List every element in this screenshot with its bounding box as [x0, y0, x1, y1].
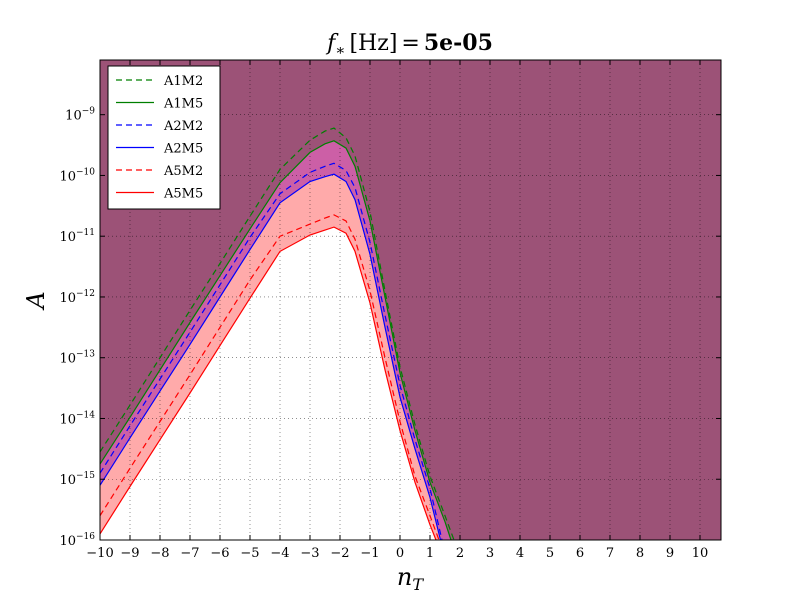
legend-label: A5M5 [163, 187, 203, 202]
x-tick-label: 8 [636, 546, 644, 561]
series-line-a5m2 [99, 214, 440, 541]
plot-frame [99, 59, 722, 541]
x-tick-label: 7 [606, 546, 614, 561]
series-line-a1m5 [99, 140, 452, 541]
series-lines [99, 127, 455, 541]
x-tick-label: −2 [330, 546, 349, 561]
x-tick-label: 4 [516, 546, 524, 561]
title-equals: = [401, 31, 419, 56]
y-axis-ticks: 10−16 10−15 10−14 10−13 10−12 10−11 10−10 10−9 [59, 107, 721, 549]
y-tick-label: 10−15 [59, 471, 95, 488]
chart-title: f∗ [Hz] = 5e-05 [325, 30, 493, 59]
legend: A1M2 A1M5 A2M2 A2M5 A5M2 A5M5 [107, 65, 221, 210]
x-axis-symbol: n [397, 563, 412, 591]
x-tick-label: −10 [86, 546, 113, 561]
series-line-a5m5 [99, 226, 437, 541]
x-axis-ticks: −10 −9 −8 −7 −6 −5 −4 −3 −2 −1 0 1 2 3 4 5 6 7 8 9 10 [86, 60, 708, 561]
series-line-a2m2 [99, 162, 443, 541]
x-tick-label: 0 [396, 546, 404, 561]
x-tick-label: 1 [426, 546, 434, 561]
x-axis-subscript: T [412, 575, 424, 594]
x-tick-label: 3 [486, 546, 494, 561]
series-line-a2m5 [99, 173, 442, 541]
plot-area [99, 59, 722, 541]
x-tick-label: 5 [546, 546, 554, 561]
y-axis-label: A [22, 291, 50, 310]
title-unit: [Hz] [349, 31, 397, 56]
y-tick-label: 10−9 [65, 107, 95, 124]
y-tick-label: 10−11 [59, 228, 95, 245]
title-subscript: ∗ [335, 41, 345, 59]
x-tick-label: −6 [210, 546, 229, 561]
legend-label: A5M2 [163, 164, 203, 179]
y-tick-label: 10−14 [59, 410, 95, 427]
x-tick-label: 6 [576, 546, 584, 561]
legend-label: A1M5 [163, 97, 203, 112]
y-tick-label: 10−10 [59, 167, 95, 184]
x-tick-label: −1 [360, 546, 379, 561]
legend-label: A1M2 [163, 74, 203, 89]
legend-label: A2M2 [163, 119, 203, 134]
title-value: 5e-05 [424, 30, 493, 56]
x-tick-label: −3 [300, 546, 319, 561]
x-tick-label: 9 [666, 546, 674, 561]
x-axis-label: nT [397, 563, 424, 594]
legend-label: A2M5 [163, 142, 203, 157]
allowed-region [100, 227, 436, 540]
x-tick-label: −9 [120, 546, 139, 561]
grid-lines [99, 60, 721, 541]
y-tick-label: 10−13 [59, 350, 95, 367]
series-line-a1m2 [99, 127, 455, 541]
x-tick-label: −8 [150, 546, 169, 561]
x-tick-label: 2 [456, 546, 464, 561]
y-tick-label: 10−12 [59, 289, 95, 306]
y-tick-label: 10−16 [59, 532, 95, 549]
x-tick-label: −7 [180, 546, 199, 561]
legend-box [107, 65, 221, 210]
x-tick-label: −4 [270, 546, 289, 561]
x-tick-label: 10 [692, 546, 709, 561]
x-tick-label: −5 [240, 546, 259, 561]
